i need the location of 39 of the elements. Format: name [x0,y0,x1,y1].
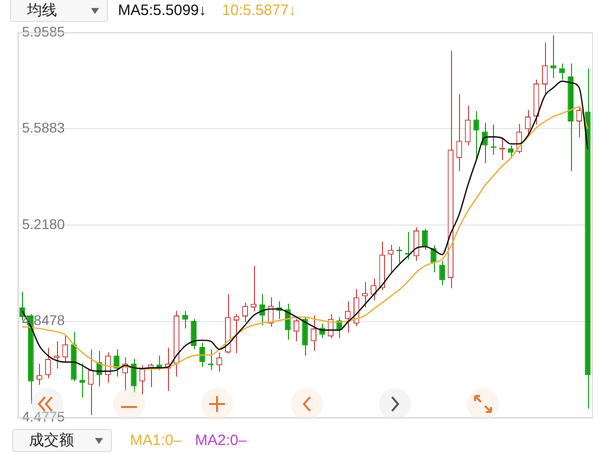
candlestick [559,62,565,80]
y-tick-label: 4.4775 [22,408,66,424]
candlestick [473,110,480,159]
candlestick [182,310,188,330]
candlestick [242,302,248,323]
text: MA5:5.5099↓ [118,1,206,21]
candlestick [550,34,556,79]
candlestick [508,144,514,159]
candlestick [114,348,120,378]
candlestick [542,42,548,95]
y-tick-label: 5.2180 [22,216,66,232]
candlestick [439,260,445,286]
candlestick [422,228,428,250]
candlestick [464,104,471,146]
text: MA2:0– [195,431,247,451]
candlestick [456,94,462,172]
text: 均线 [27,2,57,19]
y-tick-label: 5.5883 [22,120,66,136]
candlestick [250,265,257,312]
candlestick [190,318,197,350]
candlestick [45,347,51,379]
candlestick [294,318,300,342]
candlestick [524,110,531,136]
candlestick [310,315,316,352]
candlestick [234,313,240,354]
text: 成交额 [29,432,74,449]
candlestick [344,300,351,334]
candlestick [88,348,94,416]
candlestick [130,358,137,393]
candlestick [413,226,420,262]
text: 10:5.5877↓ [222,1,296,21]
candlestick [36,363,42,386]
candlestick [139,364,146,395]
y-tick-label: 5.9585 [22,23,66,40]
candlestick [576,106,582,138]
candlestick [62,335,68,363]
candlestick [362,281,368,308]
text: MA1:0– [130,431,182,451]
candlestick [388,244,394,273]
